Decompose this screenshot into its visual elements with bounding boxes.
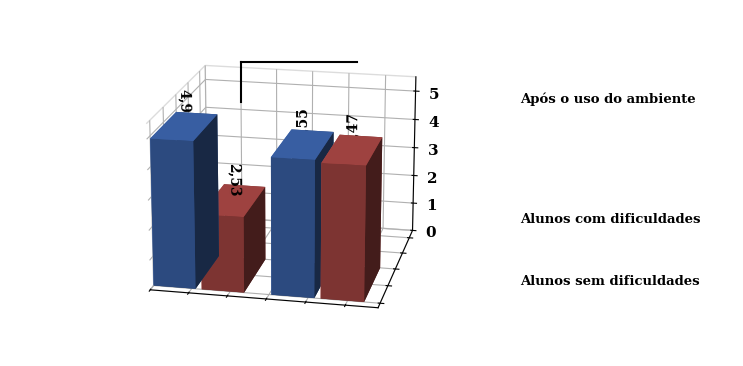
Text: Após o uso do ambiente: Após o uso do ambiente bbox=[520, 92, 695, 105]
Text: Alunos com dificuldades: Alunos com dificuldades bbox=[520, 213, 701, 226]
Text: Alunos sem dificuldades: Alunos sem dificuldades bbox=[520, 275, 700, 288]
